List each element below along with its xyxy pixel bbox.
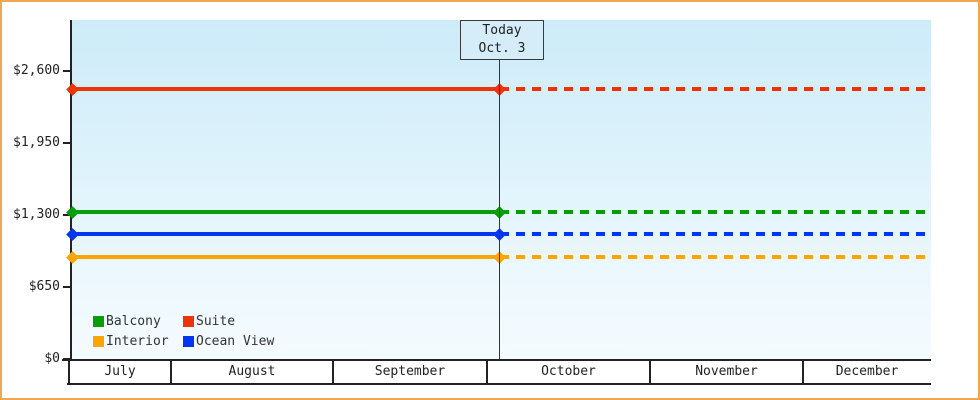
month-separator [170, 361, 172, 383]
plot-area [72, 20, 931, 359]
legend-swatch-suite [183, 316, 194, 327]
month-separator [486, 361, 488, 383]
y-axis-tick-label: $0 [44, 351, 60, 366]
today-marker-box: Today Oct. 3 [460, 20, 544, 60]
series-line-solid-ocean-view [72, 232, 500, 236]
y-axis-line [70, 20, 72, 361]
month-cell-july: July [104, 364, 136, 379]
y-axis-tick [63, 70, 72, 72]
legend-label-ocean-view: Ocean View [196, 334, 275, 349]
month-separator [68, 361, 70, 383]
series-line-solid-interior [72, 255, 500, 259]
month-cell-december: December [835, 364, 899, 379]
today-marker-title: Today [482, 23, 522, 38]
y-axis-tick [63, 214, 72, 216]
y-axis-tick [63, 142, 72, 144]
today-marker-date: Oct. 3 [478, 41, 526, 56]
legend-label-interior: Interior [106, 334, 169, 349]
series-line-solid-suite [72, 87, 500, 91]
y-axis-tick-label: $2,600 [13, 63, 60, 78]
series-line-dashed-interior [500, 255, 931, 259]
month-cell-august: August [228, 364, 276, 379]
month-band-bottom-line [67, 383, 931, 385]
y-axis-tick [63, 286, 72, 288]
x-axis-line [62, 359, 931, 361]
month-cell-october: October [541, 364, 596, 379]
y-axis-tick-label: $1,950 [13, 135, 60, 150]
legend-label-balcony: Balcony [106, 314, 161, 329]
y-axis-tick-label: $650 [28, 279, 60, 294]
legend-swatch-interior [93, 336, 104, 347]
legend-swatch-ocean-view [183, 336, 194, 347]
today-vertical-line [499, 58, 500, 359]
series-line-dashed-ocean-view [500, 232, 931, 236]
y-axis-tick [63, 358, 72, 360]
series-line-solid-balcony [72, 210, 500, 214]
series-line-dashed-suite [500, 87, 931, 91]
month-cell-september: September [374, 364, 446, 379]
legend-swatch-balcony [93, 316, 104, 327]
month-separator [649, 361, 651, 383]
month-separator [332, 361, 334, 383]
month-cell-november: November [695, 364, 758, 379]
series-line-dashed-balcony [500, 210, 931, 214]
y-axis-tick-label: $1,300 [13, 207, 60, 222]
month-separator [802, 361, 804, 383]
legend-label-suite: Suite [196, 314, 236, 329]
